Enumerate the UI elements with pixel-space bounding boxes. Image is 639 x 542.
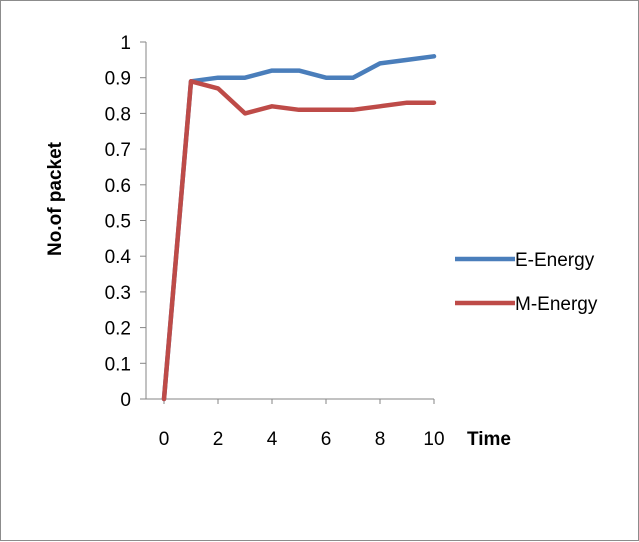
y-tick-label: 0.9 — [105, 69, 131, 90]
x-tick-label: 10 — [423, 429, 444, 450]
x-tick-label: 0 — [159, 429, 170, 450]
x-tick-label: 6 — [321, 429, 332, 450]
y-tick-label: 0.3 — [105, 283, 131, 304]
y-tick-label: 0.5 — [105, 212, 131, 233]
y-tick-label: 0.6 — [105, 176, 131, 197]
x-tick-label: 4 — [267, 429, 278, 450]
series-line-e-energy — [161, 54, 437, 402]
y-axis-title: No.of packet — [45, 141, 66, 256]
x-tick-label: 8 — [375, 429, 386, 450]
y-tick-label: 0.7 — [105, 140, 131, 161]
y-tick-label: 0.2 — [105, 319, 131, 340]
series-line-m-energy — [161, 79, 437, 402]
series-layer — [161, 54, 437, 402]
y-tick-label: 0.4 — [105, 247, 132, 268]
y-tick-label: 0.1 — [105, 354, 131, 375]
y-axis-ticks: 0 0.1 0.2 0.3 0.4 0.5 0.6 0.7 0.8 0.9 1 — [105, 33, 146, 411]
x-tick-label: 2 — [213, 429, 224, 450]
legend-label: M-Energy — [515, 294, 598, 315]
x-axis-ticks: 0 2 4 6 8 10 — [159, 399, 445, 450]
y-tick-label: 1 — [120, 33, 131, 54]
legend-label: E-Energy — [515, 250, 595, 271]
y-tick-label: 0.8 — [105, 104, 131, 125]
legend: E-Energy M-Energy — [455, 250, 598, 315]
x-axis-title: Time — [467, 429, 511, 450]
y-tick-label: 0 — [120, 390, 131, 411]
